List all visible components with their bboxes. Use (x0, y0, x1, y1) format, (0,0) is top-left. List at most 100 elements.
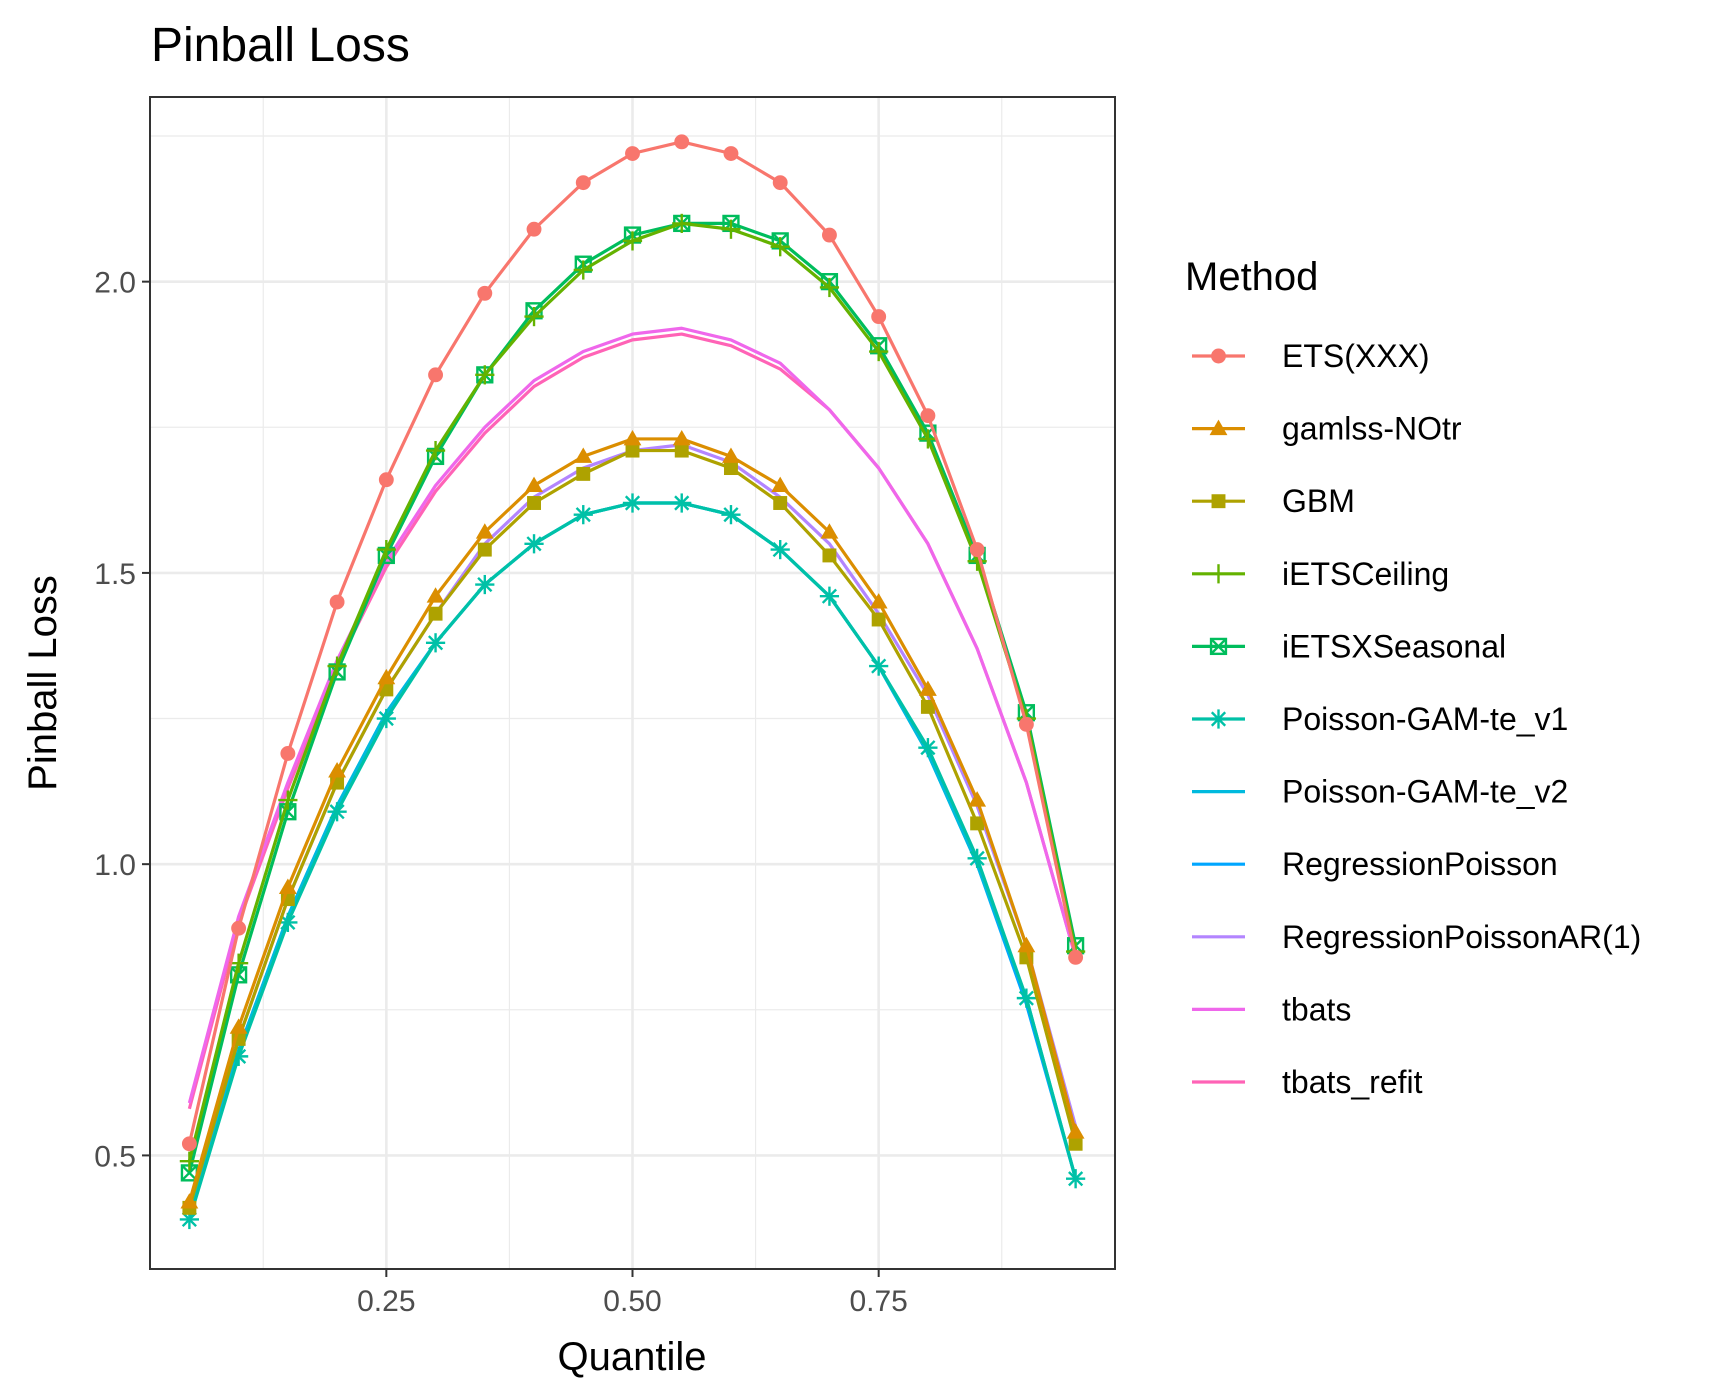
x-tick-label: 0.25 (357, 1285, 415, 1318)
data-point (918, 738, 938, 758)
data-point (426, 587, 445, 603)
data-point (771, 476, 790, 493)
data-point (328, 762, 347, 778)
y-tick-label: 1.0 (94, 849, 136, 882)
legend-item-ietsceiling: iETSCeiling (1192, 556, 1449, 592)
data-point (525, 476, 543, 493)
grid-lines (150, 97, 1115, 1269)
x-axis-title: Quantile (558, 1335, 707, 1379)
x-tick-label: 0.50 (603, 1285, 661, 1318)
legend: ETS(XXX) gamlss-NOtr GBM iETSCeiling iETSXSe… (1192, 338, 1641, 1100)
data-point (770, 540, 790, 560)
data-point (229, 1018, 248, 1034)
data-point (377, 668, 396, 685)
series-ets-xxx (181, 134, 1084, 1152)
data-point (674, 134, 690, 150)
data-point (1208, 564, 1229, 584)
data-point (722, 447, 740, 463)
data-point (672, 493, 692, 513)
data-point (576, 466, 591, 481)
x-tick-label: 0.75 (849, 1285, 907, 1318)
data-point (1018, 716, 1034, 732)
y-tick-label: 1.5 (94, 558, 136, 591)
data-point (920, 699, 935, 714)
data-point (819, 277, 840, 298)
data-point (327, 656, 347, 676)
legend-label: RegressionPoisson (1282, 846, 1558, 882)
legend-label: Poisson-GAM-te_v1 (1282, 701, 1568, 737)
data-point (1066, 1169, 1086, 1189)
data-point (772, 175, 788, 191)
data-point (1068, 1136, 1083, 1151)
data-point (674, 443, 689, 458)
data-point (822, 548, 837, 563)
data-point (428, 606, 443, 621)
data-point (770, 237, 790, 257)
data-point (179, 1151, 199, 1171)
data-point (1016, 988, 1036, 1008)
data-point (969, 542, 985, 558)
data-point (918, 680, 937, 696)
data-point (524, 534, 544, 554)
data-point (180, 1193, 199, 1209)
data-point (1211, 348, 1226, 364)
data-point (475, 574, 495, 595)
data-point (920, 408, 936, 424)
data-point (477, 542, 492, 557)
data-point (477, 285, 493, 301)
data-point (1209, 419, 1228, 436)
y-axis-title: Pinball Loss (21, 575, 65, 791)
data-point (425, 633, 446, 653)
data-point (1017, 936, 1036, 953)
data-point (871, 612, 886, 627)
data-point (327, 802, 347, 822)
legend-item-regressionpoisson: RegressionPoisson (1192, 846, 1558, 882)
legend-item-tbats-refit: tbats_refit (1192, 1064, 1423, 1100)
data-point (231, 920, 247, 936)
data-point (773, 496, 788, 510)
data-point (378, 472, 394, 488)
data-point (475, 523, 494, 539)
legend-label: iETSXSeasonal (1282, 628, 1506, 664)
data-point (329, 594, 345, 610)
data-point (278, 790, 298, 810)
data-point (428, 367, 444, 383)
data-point (526, 221, 542, 237)
series-layer (179, 134, 1086, 1230)
data-point (1211, 494, 1226, 509)
data-point (968, 791, 987, 807)
data-point (278, 878, 297, 894)
data-point (869, 656, 889, 676)
legend-item-ets-xxx: ETS(XXX) (1192, 338, 1430, 374)
data-point (1208, 709, 1229, 729)
data-point (721, 505, 741, 525)
legend-label: ETS(XXX) (1282, 338, 1430, 374)
data-point (475, 365, 495, 385)
data-point (918, 429, 938, 449)
series-ietsceiling (179, 213, 1086, 1171)
data-point (573, 505, 593, 525)
chart-title: Pinball Loss (151, 19, 410, 72)
data-point (869, 593, 888, 609)
data-point (970, 816, 985, 831)
data-point (278, 912, 298, 933)
legend-label: iETSCeiling (1282, 556, 1449, 592)
legend-label: tbats (1282, 991, 1351, 1027)
legend-label: RegressionPoissonAR(1) (1282, 919, 1641, 955)
data-point (573, 260, 593, 280)
legend-label: Poisson-GAM-te_v2 (1282, 774, 1568, 810)
legend-item-poisson-gam-te-v1: Poisson-GAM-te_v1 (1192, 701, 1568, 737)
series-poisson-gam-te-v1 (179, 493, 1086, 1230)
legend-label: GBM (1282, 483, 1355, 519)
legend-item-gamlss-notr: gamlss-NOtr (1192, 411, 1462, 447)
data-point (524, 307, 544, 327)
data-point (724, 461, 738, 476)
data-point (723, 146, 739, 161)
series-gamlss-notr (180, 430, 1085, 1209)
data-point (181, 1136, 197, 1152)
data-point (967, 848, 987, 868)
data-point (622, 231, 643, 251)
data-point (869, 341, 889, 362)
data-point (622, 493, 643, 513)
